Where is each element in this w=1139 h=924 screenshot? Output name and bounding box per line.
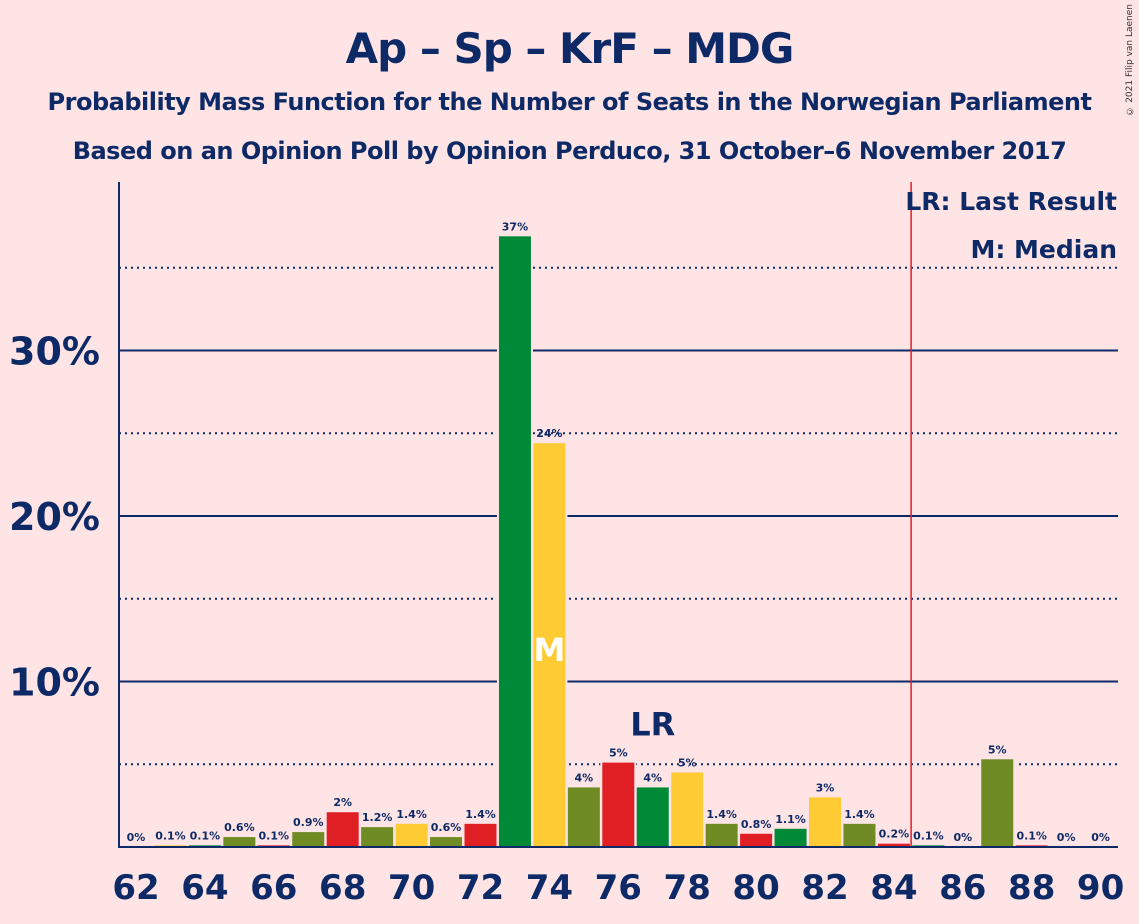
data-label-seat-63: 0.1%	[155, 829, 186, 842]
legend-median: M: Median	[970, 235, 1117, 264]
axes: 10% 20% 30% 62 64 66 68 70 72 74 76 78 80 82 84 86 88 90	[9, 182, 1124, 908]
data-label-seat-87: 5%	[988, 743, 1007, 756]
chart-source-line: Based on an Opinion Poll by Opinion Perd…	[72, 137, 1067, 165]
data-label-seat-71: 0.6%	[431, 821, 462, 834]
bar-seat-72	[464, 823, 497, 847]
bar-seat-74	[533, 443, 566, 847]
legend-last-result: LR: Last Result	[905, 187, 1117, 216]
data-label-seat-84: 0.2%	[879, 828, 910, 841]
median-marker: M	[533, 631, 565, 669]
bar-seat-81	[774, 828, 807, 847]
x-tick-label: 84	[870, 868, 917, 908]
data-label-seat-82: 3%	[816, 781, 835, 794]
x-tick-label: 74	[526, 868, 573, 908]
bar-seat-84	[877, 843, 910, 847]
bar-halo	[152, 843, 189, 847]
x-tick-label: 90	[1077, 868, 1124, 908]
bar-seat-70	[395, 823, 428, 847]
x-tick-label: 64	[181, 868, 228, 908]
bar-halo	[1013, 843, 1050, 847]
bar-seat-82	[809, 797, 841, 847]
data-label-seat-69: 1.2%	[362, 811, 393, 824]
legend: LR: Last Result M: Median	[905, 187, 1117, 264]
y-tick-label: 20%	[9, 495, 100, 539]
bar-seat-69	[361, 827, 394, 847]
x-tick-label: 80	[732, 868, 779, 908]
data-label-seat-79: 1.4%	[706, 808, 737, 821]
bar-seat-87	[981, 759, 1014, 847]
bar-seat-75	[567, 787, 600, 847]
bar-seat-79	[705, 823, 738, 847]
data-label-seat-86: 0%	[953, 831, 972, 844]
data-label-seat-89: 0%	[1057, 831, 1076, 844]
bar-seat-67	[292, 832, 325, 847]
data-label-seat-68: 2%	[333, 796, 352, 809]
x-tick-label: 62	[112, 868, 159, 908]
data-label-seat-77: 4%	[643, 771, 662, 784]
gridlines	[119, 266, 1118, 766]
data-label-seat-88: 0.1%	[1016, 829, 1047, 842]
data-label-seat-81: 1.1%	[775, 813, 806, 826]
data-label-seat-85: 0.1%	[913, 829, 944, 842]
bar-seat-68	[326, 812, 359, 847]
bar-halo	[255, 843, 292, 847]
data-label-seat-74: 24%	[536, 427, 562, 440]
data-label-seat-83: 1.4%	[844, 808, 875, 821]
data-label-seat-73: 37%	[502, 220, 528, 233]
x-tick-label: 82	[801, 868, 848, 908]
data-label-seat-62: 0%	[127, 831, 146, 844]
data-label-seat-67: 0.9%	[293, 816, 324, 829]
data-labels: 0% 0.1% 0.1%0.6%0.1%0.9%2%1.2% 1.4%0.6%1.4%…	[127, 220, 1110, 844]
y-tick-label: 10%	[9, 661, 100, 705]
data-label-seat-78: 5%	[678, 757, 697, 770]
bar-seat-83	[843, 823, 876, 847]
x-tick-label: 66	[250, 868, 297, 908]
x-tick-label: 70	[388, 868, 435, 908]
data-label-seat-76: 5%	[609, 747, 628, 760]
bar-seat-76	[602, 762, 635, 847]
bar-seat-71	[430, 837, 463, 847]
x-tick-label: 86	[939, 868, 986, 908]
last-result-marker: LR	[630, 705, 675, 743]
bar-seat-80	[740, 833, 773, 847]
bar-halo	[186, 843, 223, 847]
data-label-seat-72: 1.4%	[465, 808, 496, 821]
chart-subtitle: Probability Mass Function for the Number…	[47, 88, 1092, 116]
data-label-seat-90: 0%	[1091, 831, 1110, 844]
data-label-seat-65: 0.6%	[224, 821, 255, 834]
x-tick-label: 68	[319, 868, 366, 908]
x-tick-label: 78	[664, 868, 711, 908]
x-tick-label: 76	[595, 868, 642, 908]
bar-halo	[910, 843, 947, 847]
bars	[152, 234, 1050, 847]
y-tick-label: 30%	[9, 330, 100, 374]
bar-seat-77	[636, 787, 669, 847]
page-title: Ap – Sp – KrF – MDG	[345, 24, 795, 73]
bar-seat-65	[223, 837, 256, 847]
bar-seat-73	[498, 236, 531, 847]
bar-seat-78	[671, 772, 704, 847]
data-label-seat-75: 4%	[575, 771, 594, 784]
data-label-seat-66: 0.1%	[259, 829, 290, 842]
x-tick-label: 72	[457, 868, 504, 908]
data-label-seat-64: 0.1%	[190, 829, 221, 842]
data-label-seat-80: 0.8%	[741, 818, 772, 831]
x-tick-label: 88	[1008, 868, 1055, 908]
data-label-seat-70: 1.4%	[396, 808, 427, 821]
